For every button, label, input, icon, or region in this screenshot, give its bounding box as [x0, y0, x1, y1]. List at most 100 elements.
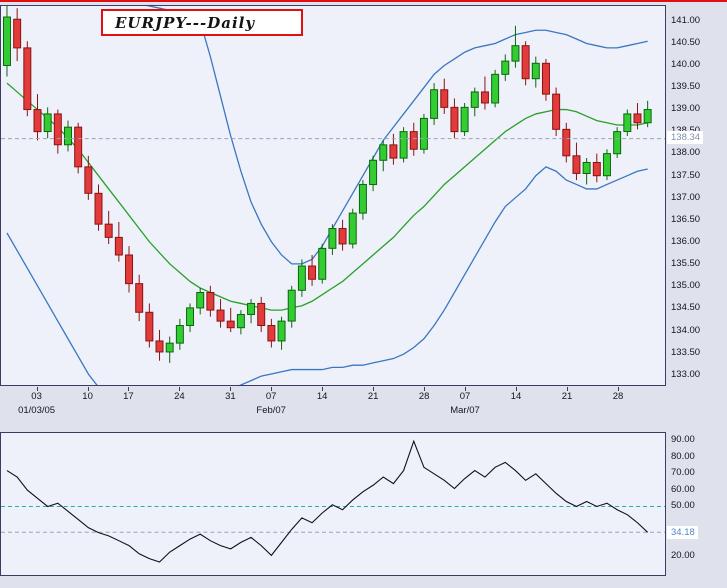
candle-body — [318, 247, 327, 280]
candle-body — [541, 62, 550, 95]
price-axis-label: 133.00 — [671, 368, 701, 380]
candle-body — [338, 228, 347, 245]
time-axis-label: 21 — [561, 391, 573, 402]
candle-body — [277, 320, 286, 342]
candle-body — [94, 192, 103, 225]
candle-body — [23, 47, 32, 111]
candle-body — [379, 144, 388, 161]
candle-body — [369, 159, 378, 186]
time-axis-label: 10 — [82, 391, 93, 402]
time-axis-period-label: 01/03/05 — [18, 405, 56, 416]
candle-body — [267, 325, 276, 342]
candle-body — [623, 113, 632, 133]
time-axis-label: 28 — [418, 391, 430, 402]
time-axis-tick — [87, 387, 89, 391]
price-axis-label: 139.50 — [671, 80, 701, 92]
candle-body — [409, 131, 418, 150]
time-axis-tick — [465, 387, 466, 391]
candle-body — [186, 307, 195, 327]
oscillator-axis: 34.18 90.00 80.00 70.00 60.00 50.00 20.00 — [667, 432, 726, 576]
chart-title: EURJPY---Daily — [115, 13, 256, 32]
candle-body — [562, 128, 571, 157]
candle-body — [430, 89, 439, 119]
time-axis-label: 28 — [612, 391, 624, 402]
price-marker-label: 138.34 — [667, 131, 704, 145]
price-axis-label: 140.00 — [671, 58, 701, 70]
time-axis-label: 03 — [31, 391, 42, 402]
oscillator-marker-label: 34.18 — [667, 525, 698, 539]
candle-body — [521, 45, 530, 80]
candle-body — [440, 89, 449, 108]
time-axis-tick — [516, 387, 517, 391]
price-axis-label: 135.00 — [671, 280, 701, 292]
oscillator-panel[interactable] — [0, 432, 666, 576]
candle-body — [155, 340, 164, 353]
candle-body — [13, 18, 22, 49]
time-axis-tick — [618, 387, 619, 391]
candle-body — [511, 45, 520, 62]
candle-body — [552, 93, 561, 130]
candle-body — [582, 161, 591, 175]
oscillator-axis-label: 70.00 — [671, 467, 695, 479]
price-axis: 138.34 141.00 140.50 140.00 139.50 139.00 138… — [667, 5, 726, 386]
time-axis-tick — [271, 387, 273, 391]
time-axis-tick — [36, 387, 38, 391]
candle-body — [470, 91, 479, 108]
price-axis-label: 134.50 — [671, 302, 701, 314]
candle-body — [501, 60, 510, 75]
oscillator-axis-label: 60.00 — [671, 483, 695, 495]
candle-body — [419, 117, 428, 150]
candle-body — [216, 309, 225, 322]
candle-body — [348, 212, 357, 245]
oscillator-axis-label: 20.00 — [671, 550, 695, 562]
price-axis-label: 134.00 — [671, 324, 701, 336]
candle-body — [196, 291, 205, 309]
oscillator-axis-label: 80.00 — [671, 450, 695, 462]
candle-body — [592, 161, 601, 177]
bollinger-lower-line — [6, 166, 648, 385]
price-axis-label: 136.00 — [671, 236, 701, 248]
price-axis-label: 135.50 — [671, 258, 701, 270]
candle-body — [643, 109, 652, 124]
oscillator-chart[interactable] — [1, 433, 665, 575]
candle-body — [633, 113, 642, 124]
candle-body — [491, 73, 500, 104]
price-axis-label: 139.00 — [671, 103, 701, 115]
candle-body — [43, 113, 52, 133]
candle-body — [450, 106, 459, 133]
candle-body — [206, 291, 215, 311]
candle-body — [480, 91, 489, 104]
candle-body — [135, 283, 144, 313]
time-axis-tick — [230, 387, 232, 391]
price-axis-label: 137.00 — [671, 191, 701, 203]
time-axis-label: 17 — [123, 391, 134, 402]
price-chart-panel[interactable]: EURJPY---Daily — [0, 5, 666, 386]
candle-body — [226, 320, 235, 329]
candlestick-chart[interactable] — [1, 6, 665, 385]
candle-body — [297, 265, 306, 291]
candle-body — [358, 183, 367, 214]
time-axis-tick — [424, 387, 426, 391]
candle-body — [460, 106, 469, 133]
bollinger-middle-line — [6, 82, 648, 311]
price-axis-label: 140.50 — [671, 36, 701, 48]
time-axis-label: 07 — [459, 391, 471, 402]
candle-body — [74, 126, 83, 168]
price-axis-label: 138.50 — [671, 126, 700, 136]
candle-body — [236, 313, 245, 329]
candle-body — [175, 325, 184, 344]
time-axis-tick — [373, 387, 375, 391]
candle-body — [104, 223, 113, 238]
price-axis-label: 136.50 — [671, 213, 701, 225]
candle-body — [399, 131, 408, 159]
candle-body — [308, 265, 317, 280]
time-axis-period-label: Mar/07 — [450, 405, 480, 416]
time-axis-label: 21 — [367, 391, 379, 402]
time-axis-label: 14 — [316, 391, 328, 402]
oscillator-line — [6, 439, 649, 563]
time-axis: 03 10 17 24 31 07 14 21 28 07 14 21 28 01/03/05 Feb/07… — [0, 387, 666, 431]
candle-body — [145, 311, 154, 342]
oscillator-axis-label: 50.00 — [671, 500, 695, 512]
candle-body — [257, 302, 266, 327]
